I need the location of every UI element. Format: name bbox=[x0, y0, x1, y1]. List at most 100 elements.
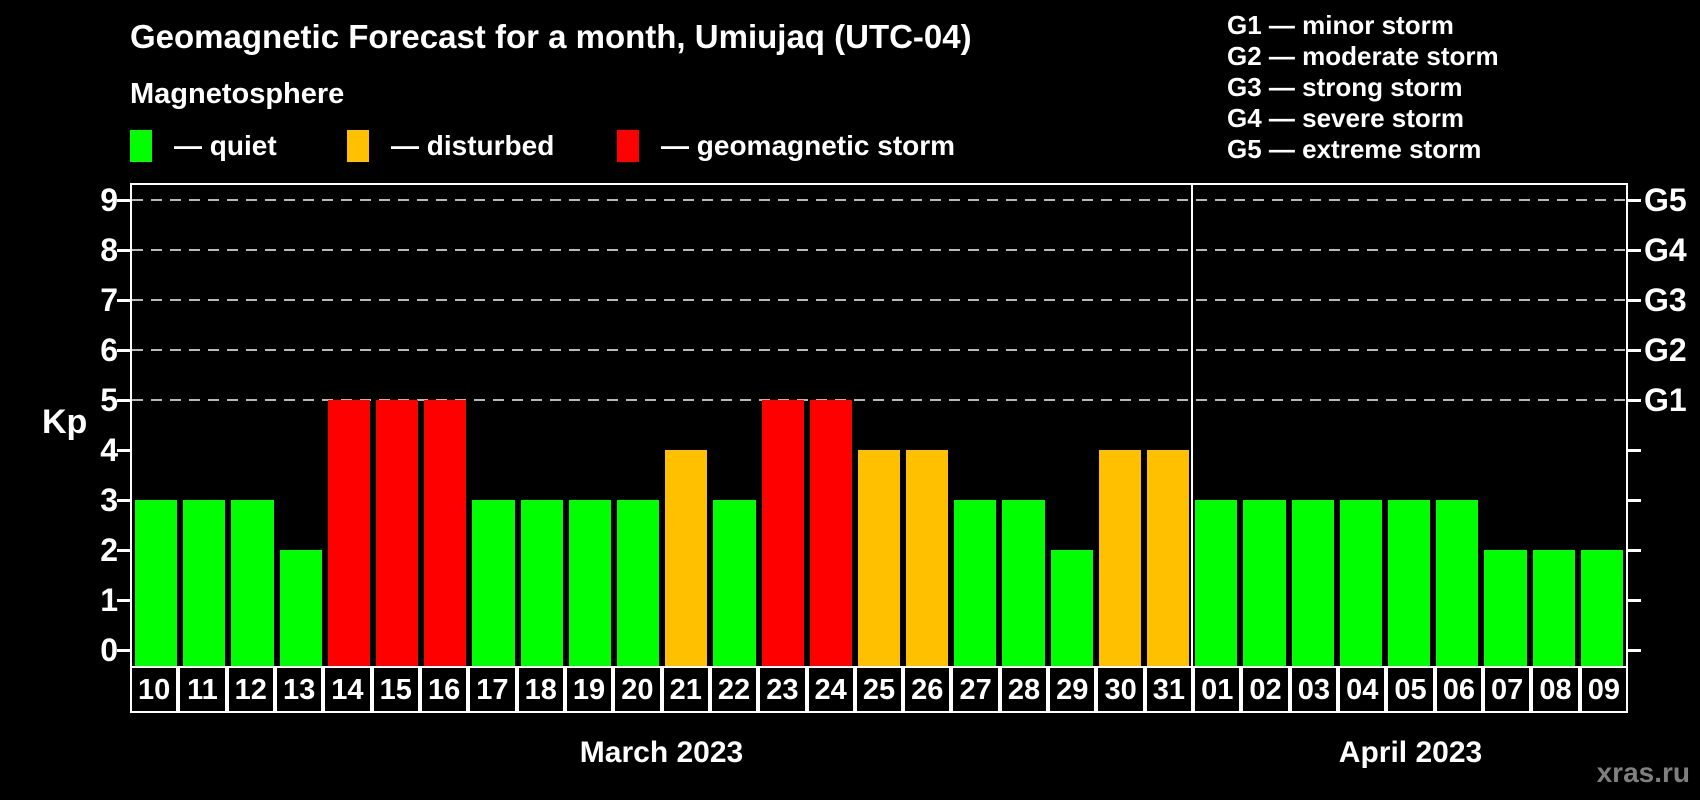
date-label-19: 19 bbox=[564, 666, 614, 713]
kp-bar-day-30 bbox=[1098, 450, 1142, 666]
right-tick-kp1 bbox=[1628, 599, 1641, 602]
right-axis-label-g3: G3 bbox=[1644, 282, 1687, 318]
date-label-04: 04 bbox=[1338, 666, 1387, 713]
kp-bar-day-05 bbox=[1388, 500, 1431, 666]
date-label-14: 14 bbox=[323, 666, 372, 713]
date-label-23: 23 bbox=[758, 666, 807, 713]
right-tick-kp0 bbox=[1628, 649, 1641, 652]
g-legend-line-g3: G3 — strong storm bbox=[1227, 72, 1463, 102]
right-tick-kp7 bbox=[1628, 299, 1641, 302]
kp-bar-day-31 bbox=[1147, 450, 1190, 666]
gridline-kp9 bbox=[132, 199, 1626, 201]
date-label-24: 24 bbox=[806, 666, 855, 713]
legend-swatch-storm bbox=[617, 130, 639, 162]
date-label-15: 15 bbox=[371, 666, 420, 713]
y-tick-label-1: 1 bbox=[100, 582, 118, 618]
date-label-06: 06 bbox=[1434, 666, 1484, 713]
left-tick-kp0 bbox=[117, 649, 130, 652]
left-tick-kp3 bbox=[117, 499, 130, 502]
date-label-28: 28 bbox=[999, 666, 1049, 713]
right-tick-kp2 bbox=[1628, 549, 1641, 552]
date-label-29: 29 bbox=[1048, 666, 1097, 713]
kp-bar-day-22 bbox=[713, 500, 756, 666]
kp-bar-day-07 bbox=[1484, 550, 1527, 666]
y-tick-label-4: 4 bbox=[100, 432, 118, 468]
date-label-18: 18 bbox=[516, 666, 565, 713]
kp-bar-day-17 bbox=[472, 500, 515, 666]
g-scale-legend: G1 — minor storm G2 — moderate storm G3 — … bbox=[1227, 10, 1499, 165]
kp-bar-day-16 bbox=[424, 400, 467, 666]
date-label-10: 10 bbox=[130, 666, 179, 713]
left-tick-kp1 bbox=[117, 599, 130, 602]
gridline-kp5 bbox=[132, 399, 1626, 401]
kp-bar-day-02 bbox=[1243, 500, 1286, 666]
date-label-02: 02 bbox=[1241, 666, 1290, 713]
gridline-kp6 bbox=[132, 349, 1626, 351]
legend-swatch-quiet bbox=[130, 130, 152, 162]
kp-bar-day-14 bbox=[327, 400, 370, 666]
month-separator-line bbox=[1191, 185, 1194, 666]
date-label-20: 20 bbox=[613, 666, 662, 713]
kp-bar-day-06 bbox=[1436, 500, 1479, 666]
left-tick-kp5 bbox=[117, 399, 130, 402]
date-label-08: 08 bbox=[1531, 666, 1580, 713]
right-tick-kp4 bbox=[1628, 449, 1641, 452]
date-label-27: 27 bbox=[951, 666, 1000, 713]
legend-swatch-disturbed bbox=[347, 130, 369, 162]
right-axis-label-g5: G5 bbox=[1644, 182, 1687, 218]
y-tick-label-6: 6 bbox=[100, 332, 118, 368]
right-tick-kp6 bbox=[1628, 349, 1641, 352]
left-tick-kp4 bbox=[117, 449, 130, 452]
date-label-09: 09 bbox=[1579, 666, 1628, 713]
y-tick-label-3: 3 bbox=[100, 482, 118, 518]
g-legend-line-g1: G1 — minor storm bbox=[1227, 10, 1454, 40]
kp-bar-day-13 bbox=[279, 550, 322, 666]
date-label-12: 12 bbox=[226, 666, 275, 713]
date-label-17: 17 bbox=[468, 666, 517, 713]
kp-bar-day-18 bbox=[520, 500, 563, 666]
kp-bar-day-04 bbox=[1339, 500, 1383, 666]
kp-bar-day-29 bbox=[1050, 550, 1093, 666]
date-label-05: 05 bbox=[1386, 666, 1435, 713]
left-tick-kp9 bbox=[117, 199, 130, 202]
right-axis-label-g4: G4 bbox=[1644, 232, 1687, 268]
left-tick-kp2 bbox=[117, 549, 130, 552]
kp-bar-day-15 bbox=[375, 400, 419, 666]
kp-bar-day-10 bbox=[135, 500, 178, 666]
legend-label-disturbed: — disturbed bbox=[391, 130, 555, 161]
date-label-03: 03 bbox=[1289, 666, 1339, 713]
right-axis-label-g2: G2 bbox=[1644, 332, 1687, 368]
date-label-26: 26 bbox=[903, 666, 952, 713]
left-tick-kp6 bbox=[117, 349, 130, 352]
month-label-april: April 2023 bbox=[1338, 736, 1483, 769]
plot-area: G1 G2 G3 G4 G5 bbox=[117, 182, 1687, 668]
y-tick-label-7: 7 bbox=[100, 282, 118, 318]
kp-bar-day-09 bbox=[1580, 550, 1623, 666]
g-legend-line-g5: G5 — extreme storm bbox=[1227, 134, 1482, 164]
date-label-13: 13 bbox=[274, 666, 324, 713]
kp-bar-day-27 bbox=[954, 500, 997, 666]
date-label-01: 01 bbox=[1193, 666, 1242, 713]
left-tick-kp8 bbox=[117, 249, 130, 252]
date-label-31: 31 bbox=[1144, 666, 1194, 713]
kp-bar-day-20 bbox=[616, 500, 660, 666]
right-axis-label-g1: G1 bbox=[1644, 382, 1687, 418]
right-tick-kp5 bbox=[1628, 399, 1641, 402]
kp-bar-day-01 bbox=[1195, 500, 1238, 666]
date-label-21: 21 bbox=[661, 666, 710, 713]
y-tick-label-0: 0 bbox=[100, 632, 118, 668]
date-label-16: 16 bbox=[419, 666, 469, 713]
legend-label-quiet: — quiet bbox=[174, 130, 277, 161]
right-tick-kp8 bbox=[1628, 249, 1641, 252]
kp-bar-day-03 bbox=[1291, 500, 1334, 666]
kp-bar-day-08 bbox=[1532, 550, 1575, 666]
legend-label-storm: — geomagnetic storm bbox=[661, 130, 956, 161]
kp-bar-day-28 bbox=[1002, 500, 1045, 666]
kp-bar-day-19 bbox=[568, 500, 611, 666]
kp-bar-day-11 bbox=[183, 500, 226, 666]
kp-bar-day-12 bbox=[231, 500, 274, 666]
date-label-22: 22 bbox=[709, 666, 759, 713]
kp-bar-day-23 bbox=[761, 400, 804, 666]
gridline-kp7 bbox=[132, 299, 1626, 301]
